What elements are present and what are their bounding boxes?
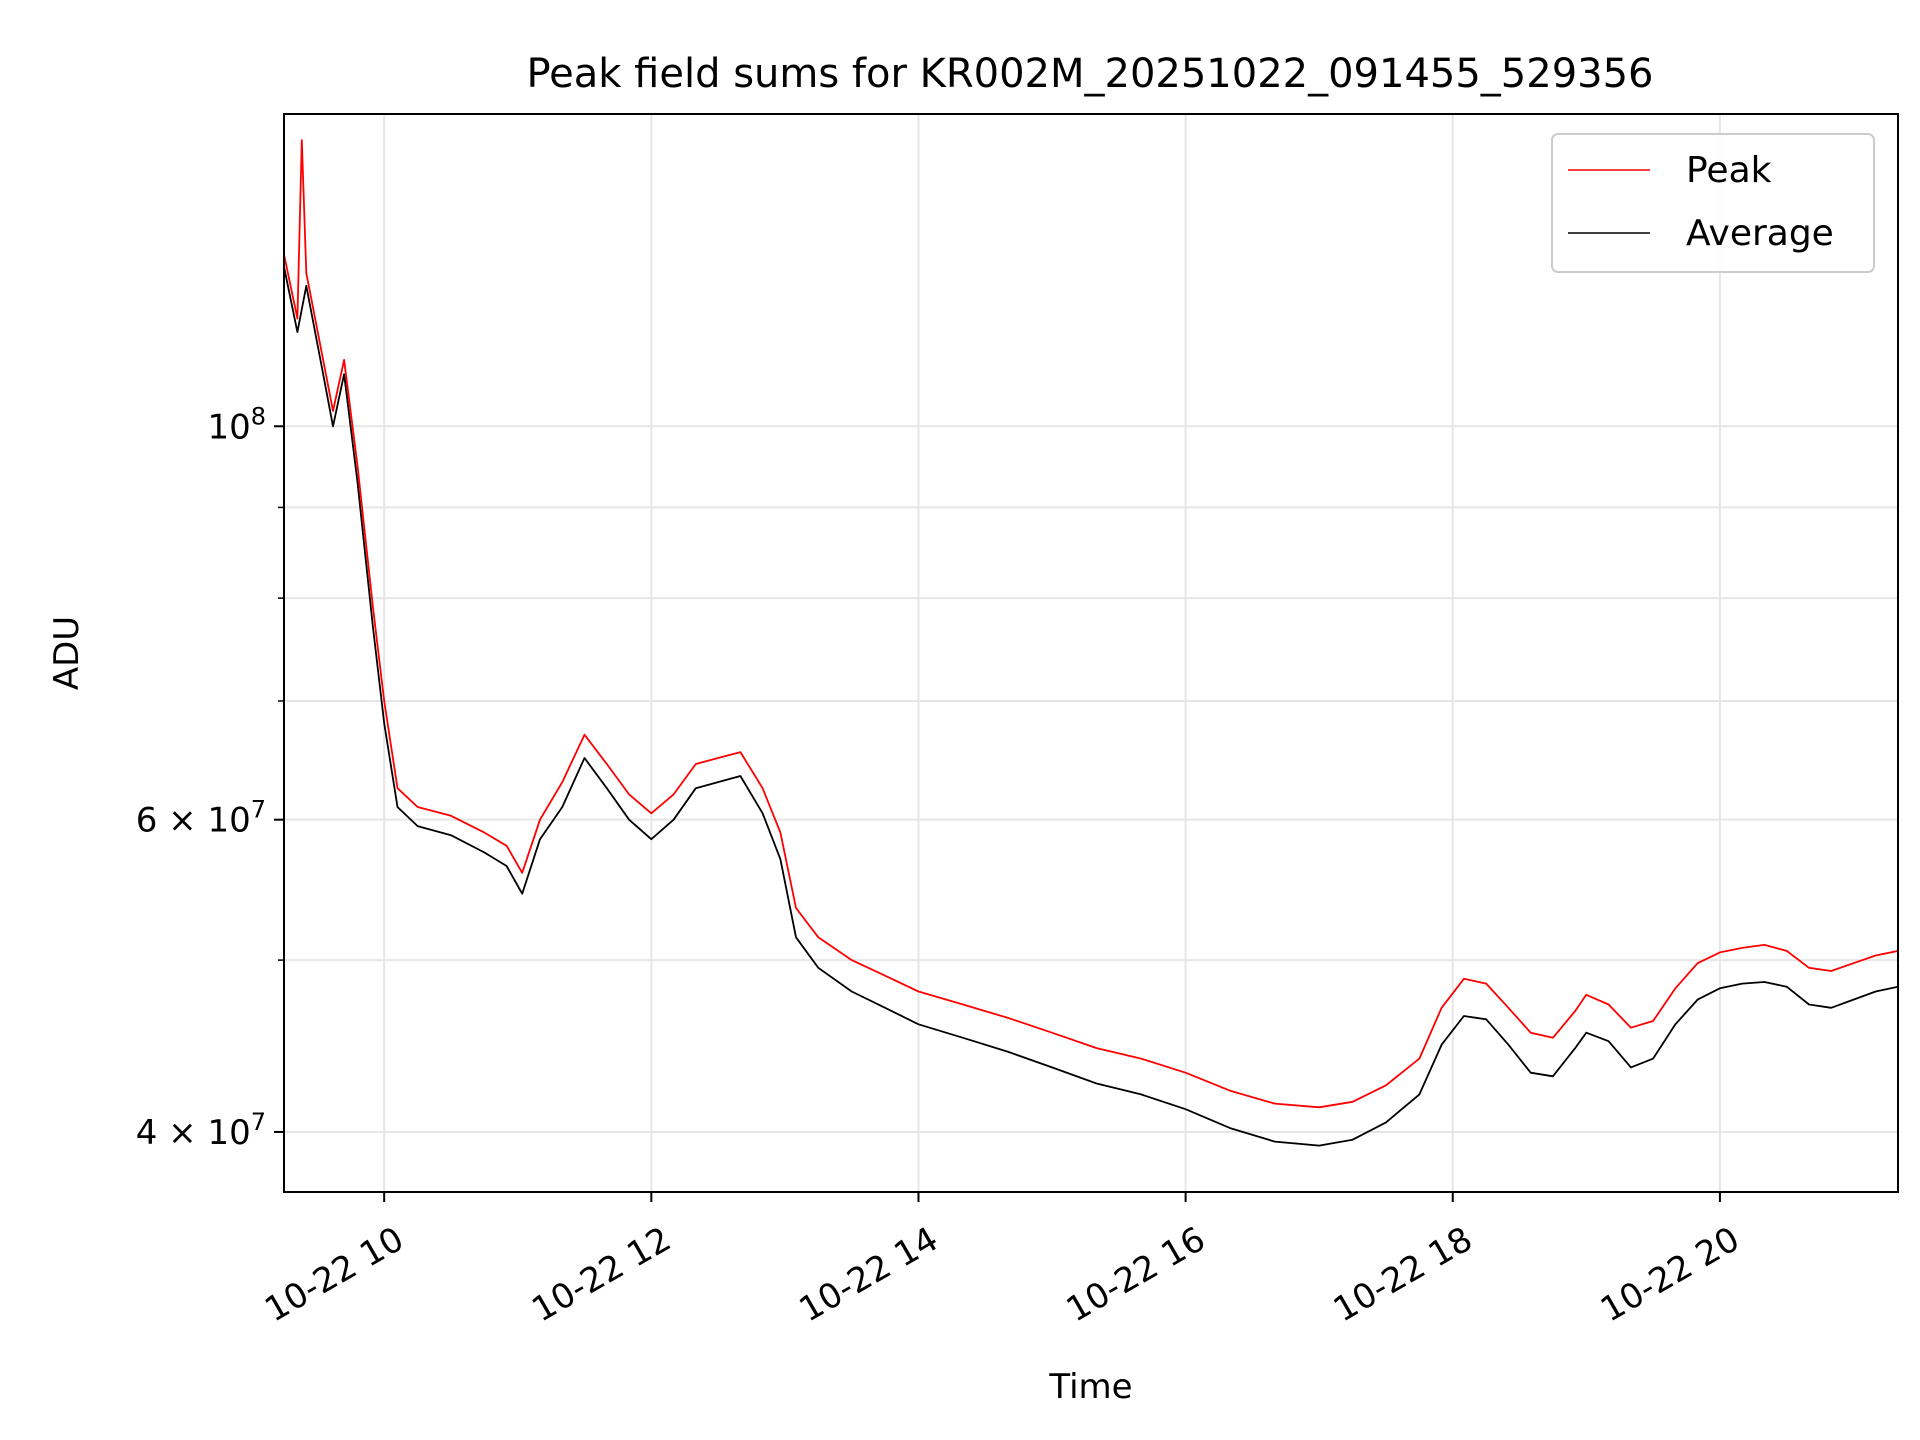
x-tick-label: 10-22 18 xyxy=(1327,1219,1479,1330)
legend-label-peak: Peak xyxy=(1686,150,1772,191)
legend-label-average: Average xyxy=(1686,213,1834,254)
legend-box xyxy=(1551,133,1875,273)
x-tick-label: 10-22 12 xyxy=(525,1219,677,1330)
x-axis-label: Time xyxy=(1048,1367,1132,1407)
y-tick-label: 4 × 107 xyxy=(136,1108,266,1153)
x-tick-label: 10-22 16 xyxy=(1060,1219,1212,1330)
chart-title: Peak field sums for KR002M_20251022_0914… xyxy=(526,51,1653,97)
y-axis-label: ADU xyxy=(47,616,87,690)
y-tick-label: 6 × 107 xyxy=(136,796,266,841)
x-tick-label: 10-22 20 xyxy=(1594,1219,1746,1330)
series-layer xyxy=(284,139,1898,1147)
legend: Peak Average xyxy=(1551,133,1875,273)
x-tick-label: 10-22 10 xyxy=(258,1219,410,1330)
x-axis: 10-22 10 10-22 12 10-22 14 10-22 16 10-22 18… xyxy=(258,1192,1746,1330)
grid-layer xyxy=(284,114,1898,1192)
y-tick-label: 108 xyxy=(207,402,266,447)
series-line-average xyxy=(284,266,1898,1147)
series-line-peak xyxy=(284,139,1898,1109)
x-tick-label: 10-22 14 xyxy=(793,1219,945,1330)
plot-frame xyxy=(283,113,1899,1193)
y-axis: 4 × 107 6 × 107 108 xyxy=(136,402,284,1153)
